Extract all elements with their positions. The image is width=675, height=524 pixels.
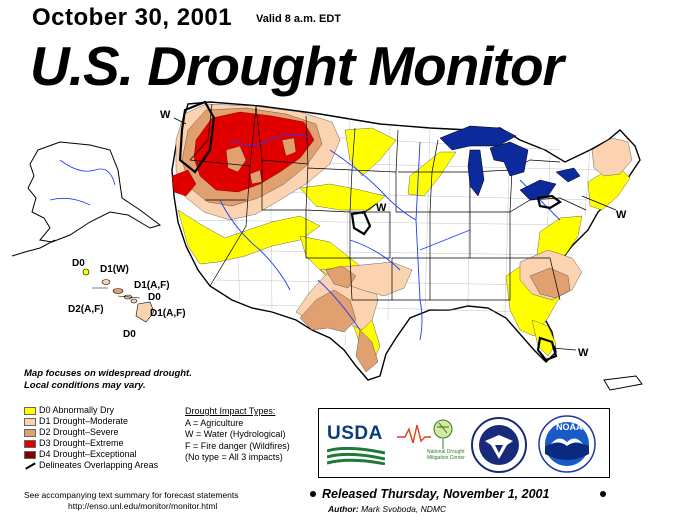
disclaimer-line-2: Local conditions may vary. bbox=[24, 380, 146, 391]
author-label: Author: bbox=[328, 504, 359, 514]
usda-hills-icon bbox=[327, 447, 385, 465]
legend-swatch-d0 bbox=[24, 406, 36, 415]
hawaii-label-d0-top: D0 bbox=[72, 258, 85, 269]
impact-water: W = Water (Hydrological) bbox=[185, 429, 286, 439]
map-title: U.S. Drought Monitor bbox=[30, 35, 564, 97]
disclaimer-line-1: Map focuses on widespread drought. bbox=[24, 368, 192, 379]
author-line: Author: Mark Svoboda, NDMC bbox=[328, 504, 446, 514]
hawaii-label-d1af-top: D1(A,F) bbox=[134, 280, 170, 291]
overlap-line-icon bbox=[24, 462, 36, 470]
ndmc-logo: National Drought Mitigation Center bbox=[397, 415, 465, 475]
eagle-seal-icon bbox=[471, 417, 527, 473]
release-date: Released Thursday, November 1, 2001 bbox=[322, 487, 550, 501]
noaa-logo: NOAA bbox=[537, 414, 597, 474]
legend-swatch-d1 bbox=[24, 417, 36, 426]
overlap-northwest bbox=[178, 100, 216, 174]
legend-label-overlap: Delineates Overlapping Areas bbox=[39, 460, 159, 470]
hawaii-label-d0-bottom: D0 bbox=[123, 329, 136, 340]
overlap-florida bbox=[536, 336, 558, 362]
impact-fire: F = Fire danger (Wildfires) bbox=[185, 440, 290, 451]
legend-swatch-d3 bbox=[24, 439, 36, 448]
legend-item-d1: D1 Drought–Moderate bbox=[24, 416, 158, 427]
impact-agriculture: A = Agriculture bbox=[185, 417, 244, 428]
impact-w-northwest: W bbox=[160, 109, 171, 121]
noaa-seagull-icon: NOAA bbox=[538, 415, 596, 473]
usda-logo-text: USDA bbox=[327, 423, 383, 444]
commerce-seal-logo bbox=[469, 415, 529, 475]
legend-item-d4: D4 Drought–Exceptional bbox=[24, 449, 158, 460]
legend-item-d0: D0 Abnormally Dry bbox=[24, 405, 158, 416]
author-name: Mark Svoboda, NDMC bbox=[361, 504, 447, 514]
overlap-plains bbox=[350, 210, 372, 236]
legend-label-d0: D0 Abnormally Dry bbox=[39, 405, 115, 415]
hawaii-map: D0 D1(W) D1(A,F) D0 D2(A,F) D1(A,F) D0 bbox=[68, 258, 186, 340]
overlap-northeast bbox=[536, 194, 562, 210]
map-disclaimer: Map focuses on widespread drought. Local… bbox=[24, 368, 192, 392]
impact-heading: Drought Impact Types: bbox=[185, 406, 276, 416]
impact-w-northeast: W bbox=[616, 209, 627, 221]
legend: D0 Abnormally Dry D1 Drought–Moderate D2… bbox=[24, 405, 158, 471]
footer-note-line-1: See accompanying text summary for foreca… bbox=[24, 490, 239, 500]
legend-label-d3: D3 Drought–Extreme bbox=[39, 438, 124, 448]
bullet-dot-left bbox=[310, 491, 316, 497]
legend-label-d1: D1 Drought–Moderate bbox=[39, 416, 129, 426]
legend-item-overlap: Delineates Overlapping Areas bbox=[24, 460, 158, 471]
legend-swatch-d2 bbox=[24, 428, 36, 437]
conus-map bbox=[171, 100, 641, 381]
legend-swatch-d4 bbox=[24, 450, 36, 459]
hawaii-label-d0-mid: D0 bbox=[148, 292, 161, 303]
great-lakes bbox=[439, 125, 581, 201]
legend-item-d2: D2 Drought–Severe bbox=[24, 427, 158, 438]
legend-label-d2: D2 Drought–Severe bbox=[39, 427, 119, 437]
alaska-map bbox=[11, 141, 162, 257]
legend-label-d4: D4 Drought–Exceptional bbox=[39, 449, 137, 459]
legend-item-d3: D3 Drought–Extreme bbox=[24, 438, 158, 449]
impact-none: (No type = All 3 impacts) bbox=[185, 452, 283, 462]
hawaii-label-d1w: D1(W) bbox=[100, 264, 129, 275]
ndmc-logo-text: National Drought Mitigation Center bbox=[427, 449, 465, 461]
puerto-rico-map bbox=[603, 375, 643, 391]
usda-logo: USDA bbox=[327, 423, 385, 465]
drought-map: D0 D1(W) D1(A,F) D0 D2(A,F) D1(A,F) D0 bbox=[11, 100, 643, 391]
hawaii-label-d1af-bottom: D1(A,F) bbox=[150, 308, 186, 319]
impact-w-florida: W bbox=[578, 347, 589, 359]
footer-url: http://enso.unl.edu/monitor/monitor.html bbox=[68, 501, 218, 511]
partner-logos: USDA National Drought Mitigation Center bbox=[318, 408, 610, 478]
ndmc-waveform-icon bbox=[397, 419, 453, 449]
map-date: October 30, 2001 bbox=[32, 4, 233, 31]
footer-note: See accompanying text summary for foreca… bbox=[24, 490, 238, 512]
impact-w-plains: W bbox=[376, 202, 387, 214]
impact-types: Drought Impact Types: A = Agriculture W … bbox=[185, 406, 290, 464]
hawaii-label-d2af: D2(A,F) bbox=[68, 304, 104, 315]
bullet-dot-right bbox=[600, 491, 606, 497]
noaa-logo-text: NOAA bbox=[556, 422, 583, 432]
valid-time: Valid 8 a.m. EDT bbox=[256, 13, 341, 25]
